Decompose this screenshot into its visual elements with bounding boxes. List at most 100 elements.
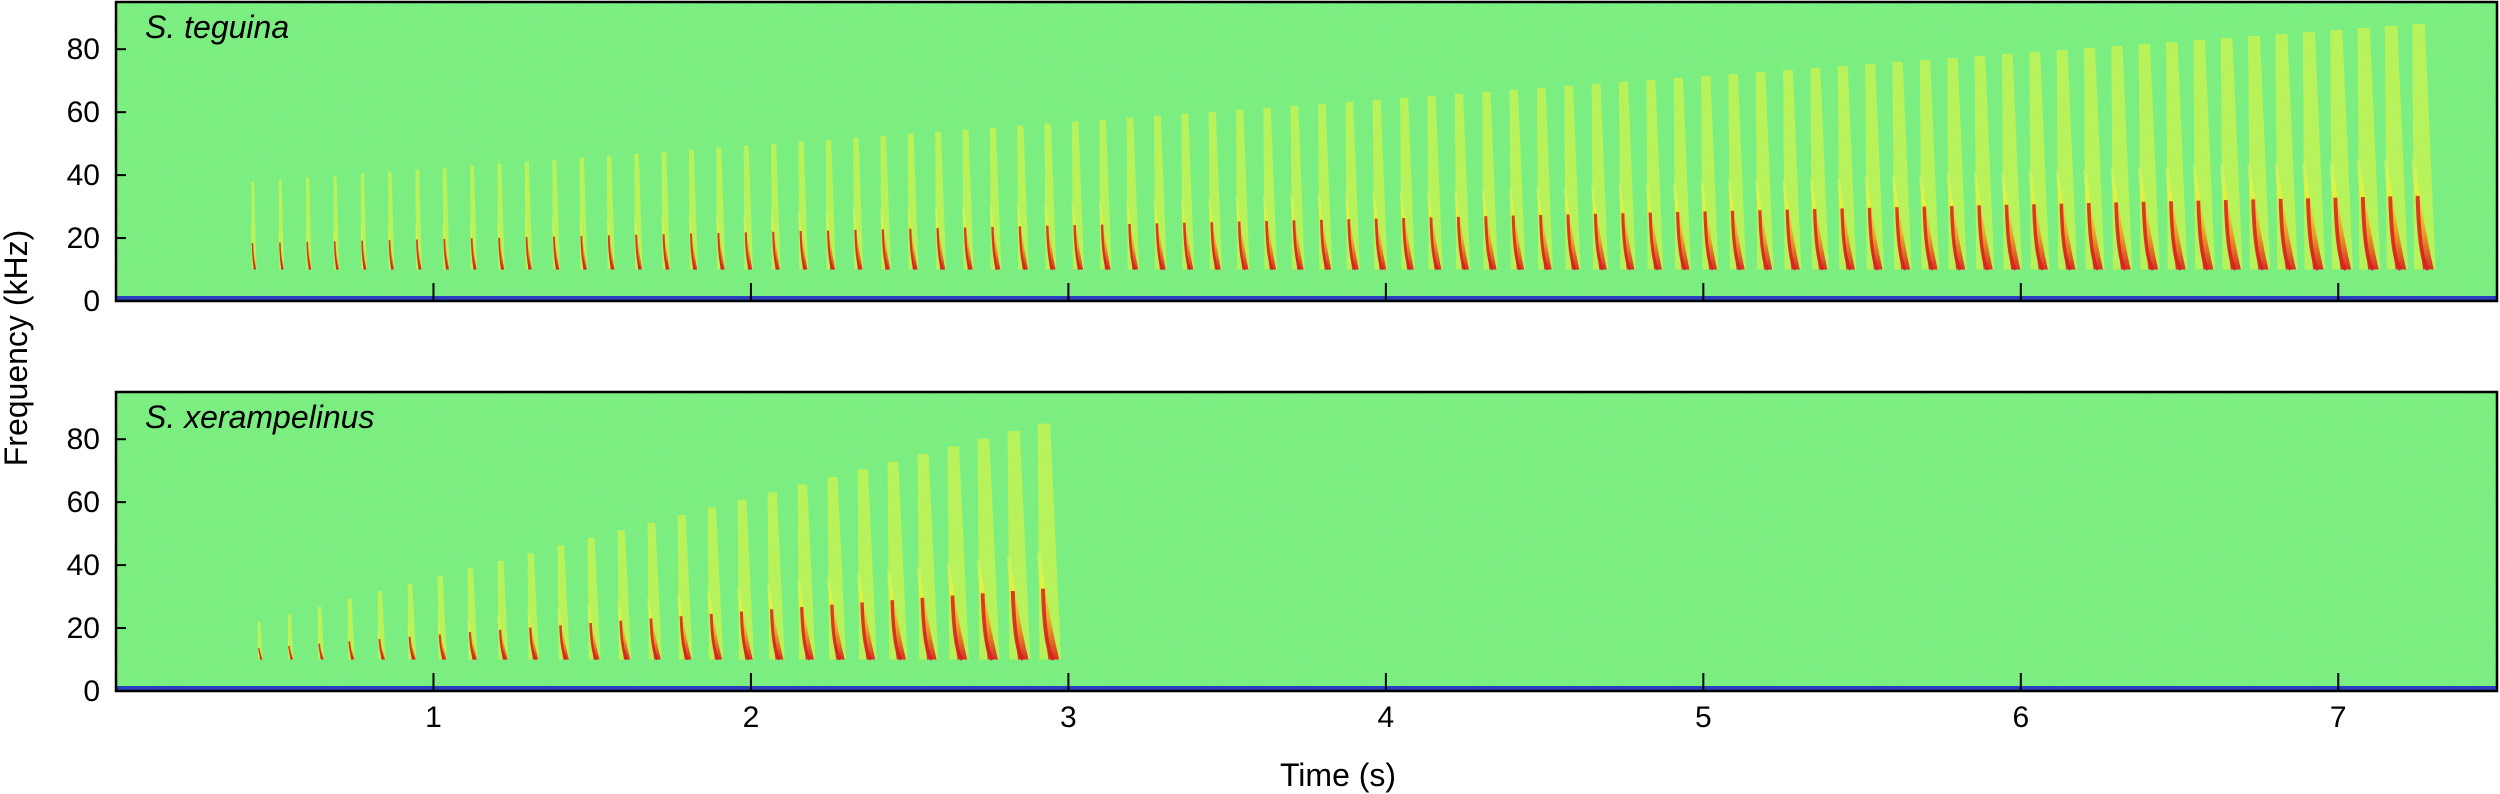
note-core [1010,590,1025,661]
note-body [1153,200,1166,270]
call-note [856,469,877,661]
note-body [407,625,416,660]
note-body [976,560,998,660]
note-body [1426,191,1442,270]
call-note [1006,431,1031,661]
call-note [333,175,340,270]
note-body [317,635,324,660]
note-body [1399,192,1414,270]
note-core [1785,209,1798,271]
note-core [1566,214,1577,271]
note-body [387,225,394,270]
call-note [1235,109,1250,271]
note-core [2333,197,2348,271]
x-tick-label: 3 [1060,701,1077,734]
note-body [2219,165,2241,270]
note-body [946,563,968,660]
note-core [1867,207,1880,271]
note-core [2141,201,2155,271]
note-core [679,616,690,661]
note-body [1727,181,1745,270]
species-label-teguina: S. teguina [145,9,289,45]
y-tick-label: 20 [67,222,100,255]
call-note [1864,63,1884,271]
noise-floor-band [116,686,2497,691]
note-body [886,570,906,660]
note-body [989,205,1001,270]
call-note [796,484,816,661]
note-body [743,213,753,270]
note-body [2083,169,2104,270]
note-core [468,632,476,661]
note-core [619,620,629,661]
note-core [963,227,972,271]
x-tick-label: 5 [1695,701,1712,734]
note-core [772,231,779,270]
call-note [1481,91,1498,271]
call-note [1727,73,1747,271]
note-core [1456,216,1467,271]
note-core [553,236,559,270]
note-body [633,217,643,270]
note-body [415,224,422,270]
call-notes [257,423,1062,662]
note-body [1946,174,1966,270]
note-core [498,237,504,270]
note-body [1006,556,1029,660]
note-body [907,208,918,270]
note-body [442,223,450,270]
call-note [633,153,643,270]
call-note [2192,39,2215,271]
call-note [1153,115,1167,271]
note-body [527,611,539,660]
note-body [1645,184,1662,270]
x-tick-label: 1 [425,701,442,734]
call-note [278,179,285,270]
note-core [1511,215,1522,271]
note-body [579,219,587,270]
note-core [1539,214,1550,271]
note-core [1977,205,1990,271]
note-body [1372,193,1387,270]
call-note [551,159,560,270]
call-note [661,151,671,270]
call-note [347,598,355,660]
call-note [798,141,809,270]
note-core [1484,216,1495,271]
note-body [497,221,505,270]
note-core [2388,196,2403,271]
note-body [1673,183,1690,270]
note-body [1590,185,1607,270]
call-note [1372,99,1388,271]
call-note [317,606,325,660]
note-body [661,216,670,270]
note-body [1700,182,1718,270]
note-body [770,212,780,270]
note-core [306,241,311,270]
note-core [800,606,812,661]
note-body [1098,202,1111,270]
note-body [825,211,835,270]
y-tick-label: 0 [83,675,100,708]
call-note [2411,24,2436,272]
note-core [1402,217,1412,271]
call-note [852,137,864,271]
call-note [287,614,294,660]
note-core [1429,217,1440,271]
call-note [1645,79,1664,271]
note-core [744,232,752,270]
note-core [438,634,446,660]
note-body [796,580,815,660]
note-body [766,584,784,660]
note-body [557,608,569,660]
note-body [2329,161,2352,270]
note-body [916,567,937,660]
note-core [525,237,531,270]
note-core [1100,224,1109,271]
call-note [688,149,698,270]
note-core [2278,198,2293,271]
note-body [1317,194,1332,270]
note-body [469,222,477,270]
y-tick-label: 40 [67,159,100,192]
note-core [717,232,724,270]
